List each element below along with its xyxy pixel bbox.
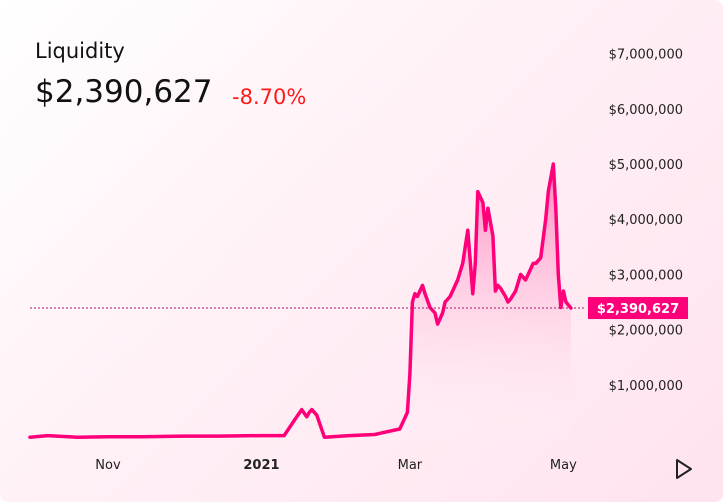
- y-axis: $1,000,000 $2,000,000 $3,000,000 $4,000,000…: [609, 48, 683, 394]
- current-value-badge: [588, 297, 688, 320]
- plot-area: [28, 162, 573, 440]
- chart-title: Liquidity: [35, 39, 125, 63]
- y-tick-label: $1,000,000: [609, 379, 683, 394]
- current-value-marker: $2,390,627: [30, 297, 688, 320]
- y-tick-label: $4,000,000: [609, 213, 683, 228]
- play-icon[interactable]: [676, 459, 692, 479]
- series-line: [28, 162, 573, 439]
- y-tick-label: $5,000,000: [609, 158, 683, 173]
- play-button[interactable]: [676, 459, 692, 479]
- change-percent: -8.70%: [232, 85, 307, 109]
- y-tick-label: $6,000,000: [609, 103, 683, 118]
- x-tick-label: May: [550, 458, 577, 473]
- x-tick-label: Nov: [95, 458, 121, 473]
- x-tick-label: 2021: [243, 458, 279, 473]
- y-tick-label: $2,000,000: [609, 324, 683, 339]
- series-area: [30, 164, 571, 440]
- x-axis: Nov 2021 Mar May: [95, 458, 577, 473]
- y-tick-label: $3,000,000: [609, 268, 683, 283]
- y-tick-label: $7,000,000: [609, 48, 683, 63]
- current-value-label: $2,390,627: [597, 302, 679, 317]
- x-tick-label: Mar: [398, 458, 423, 473]
- liquidity-value: $2,390,627: [35, 74, 213, 110]
